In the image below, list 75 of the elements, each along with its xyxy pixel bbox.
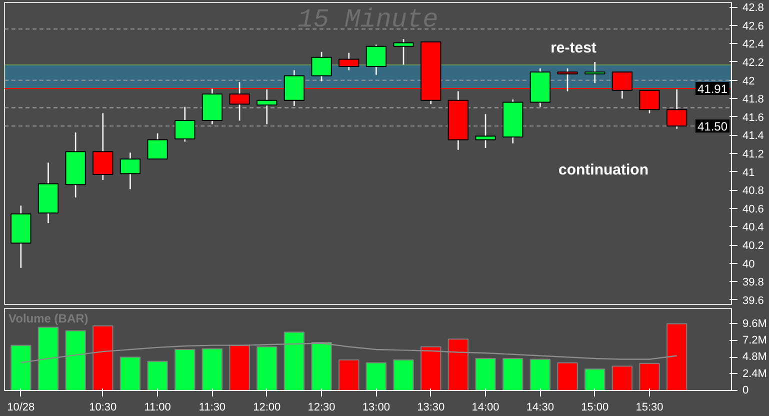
candlestick <box>338 52 360 71</box>
candlestick <box>393 38 414 66</box>
bar <box>311 342 332 390</box>
y-tick-label: 41 <box>742 166 755 179</box>
bar <box>147 360 168 390</box>
bar <box>666 323 688 390</box>
y-tick-label: 7.2M <box>742 334 767 346</box>
y-tick-label: 41.2 <box>742 148 764 160</box>
bar <box>229 344 250 390</box>
candlestick <box>366 44 387 76</box>
x-tick-label: 13:30 <box>417 402 445 414</box>
bar <box>10 344 32 390</box>
y-tick-label: 40.2 <box>742 240 764 252</box>
bar <box>366 362 387 390</box>
candlestick <box>120 152 141 190</box>
x-tick-label: 12:00 <box>253 402 281 414</box>
bar <box>393 359 414 390</box>
x-tick-label: 14:00 <box>472 402 500 414</box>
candlestick <box>256 88 278 125</box>
y-tick-label: 39.6 <box>742 294 764 307</box>
y-tick-label: 42 <box>742 75 755 88</box>
ref-line-label: 41.50 <box>697 120 728 134</box>
x-tick-label: 10/28 <box>7 402 35 414</box>
bar <box>530 358 551 390</box>
ref-line-label: 41.91 <box>697 82 728 96</box>
x-tick-label: 13:00 <box>362 402 390 414</box>
y-tick-label: 41.8 <box>742 94 764 106</box>
y-tick-label: 41.6 <box>742 112 764 124</box>
x-tick-label: 12:30 <box>308 402 336 414</box>
y-tick-label: 42.4 <box>742 38 764 51</box>
bar <box>584 368 606 390</box>
y-tick-label: 42.2 <box>742 56 764 69</box>
y-tick-label: 9.6M <box>742 318 767 330</box>
bar <box>284 332 305 390</box>
y-tick-label: 40.4 <box>742 222 764 234</box>
candlestick <box>147 132 168 160</box>
candlestick <box>311 51 332 82</box>
candlestick <box>475 114 496 149</box>
bar <box>448 338 469 390</box>
bar <box>502 358 524 390</box>
bar <box>256 346 278 390</box>
band-label: re-test <box>550 40 596 57</box>
bar <box>557 362 578 390</box>
candlestick <box>92 112 114 181</box>
bar <box>92 325 114 390</box>
candlestick <box>584 61 606 84</box>
y-tick-label: 41.4 <box>742 130 764 142</box>
bar <box>338 359 360 390</box>
bar <box>639 362 660 390</box>
y-tick-label: 4.8M <box>742 351 767 364</box>
bar <box>475 358 496 390</box>
y-tick-label: 40.6 <box>742 203 764 216</box>
candlestick <box>174 106 196 142</box>
y-tick-label: 40.8 <box>742 185 764 198</box>
x-tick-label: 11:00 <box>144 402 171 414</box>
bar <box>38 326 59 390</box>
bar <box>612 366 633 390</box>
bar <box>420 346 442 390</box>
y-tick-label: 42.6 <box>742 20 764 32</box>
line-series <box>20 342 678 364</box>
y-tick-label: 40 <box>742 258 755 270</box>
bar <box>202 348 223 390</box>
bar <box>120 356 141 390</box>
x-tick-label: 15:30 <box>636 402 664 414</box>
bar <box>65 330 86 390</box>
x-tick-label: 15:00 <box>581 402 609 414</box>
bar <box>174 349 196 390</box>
annotation: continuation <box>558 162 649 178</box>
x-tick-label: 10:30 <box>89 402 117 414</box>
y-tick-label: 39.8 <box>742 276 764 289</box>
x-tick-label: 14:30 <box>526 402 554 414</box>
y-tick-label: 0 <box>742 384 749 396</box>
x-tick-label: 11:30 <box>198 402 226 414</box>
y-tick-label: 42.8 <box>742 2 764 14</box>
y-tick-label: 2.4M <box>742 368 767 380</box>
